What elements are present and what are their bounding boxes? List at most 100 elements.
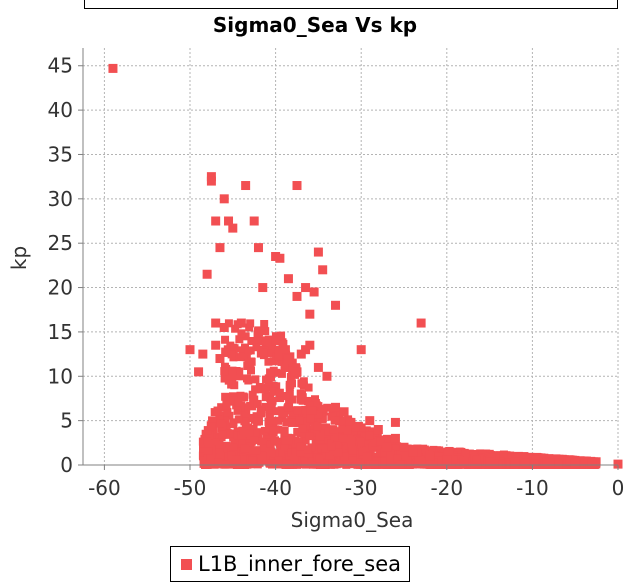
data-point (313, 362, 323, 372)
data-point (236, 318, 246, 328)
data-point (234, 415, 243, 424)
data-point (459, 456, 469, 466)
data-point (251, 375, 260, 384)
data-point (288, 418, 297, 427)
data-point (270, 436, 279, 445)
data-point (261, 327, 270, 336)
data-point (403, 455, 412, 464)
data-point (278, 414, 287, 423)
data-point (390, 417, 400, 427)
data-point (251, 429, 260, 438)
data-point (416, 318, 426, 328)
y-tick-label: 10 (48, 364, 73, 388)
data-point (248, 450, 257, 459)
data-point (222, 441, 231, 450)
data-point (305, 309, 315, 319)
data-point (250, 395, 259, 404)
data-point (472, 455, 481, 464)
data-point (356, 345, 366, 355)
data-point (559, 456, 568, 465)
data-point (587, 458, 597, 468)
data-point (365, 431, 374, 440)
data-point (310, 428, 319, 437)
data-point (429, 458, 438, 467)
data-point (237, 431, 246, 440)
data-point (275, 388, 284, 397)
data-point (301, 459, 310, 468)
data-point (215, 412, 224, 421)
data-point (545, 458, 555, 468)
x-tick-label: -30 (345, 476, 378, 500)
data-point (233, 444, 242, 453)
data-point (292, 181, 302, 191)
data-point (517, 452, 526, 461)
x-tick-label: -10 (516, 476, 549, 500)
data-point (357, 428, 366, 437)
data-point (221, 392, 230, 401)
data-point (325, 451, 334, 460)
data-point (329, 425, 338, 434)
data-point (211, 438, 220, 447)
data-point (303, 445, 312, 454)
data-point (248, 456, 257, 465)
data-point (211, 216, 221, 226)
data-point (242, 455, 251, 464)
data-point (238, 456, 247, 465)
data-point (511, 453, 520, 462)
data-point (334, 448, 343, 457)
y-tick-label: 35 (48, 142, 73, 166)
data-point (221, 348, 230, 357)
data-point (296, 442, 305, 451)
data-point (331, 300, 341, 310)
y-axis-label: kp (7, 246, 31, 270)
data-point (274, 352, 283, 361)
data-point (253, 243, 263, 253)
data-point (296, 395, 305, 404)
data-point (455, 459, 464, 468)
axis-layer: -60 -50 -40 -30 -20 -10 0 0 5 10 15 20 25 30 35 40 45 (48, 48, 624, 500)
data-point (220, 374, 229, 383)
data-point (358, 447, 367, 456)
data-point (295, 416, 304, 425)
legend: L1B_inner_fore_sea (170, 546, 411, 582)
data-point (225, 429, 234, 438)
data-point (347, 437, 356, 446)
data-point (280, 426, 289, 435)
y-tick-label: 0 (60, 453, 73, 477)
data-point (250, 436, 259, 445)
legend-swatch (181, 558, 192, 570)
data-point (315, 454, 324, 463)
data-point (257, 407, 266, 416)
data-point (442, 455, 452, 465)
data-point (319, 404, 328, 413)
data-point (219, 447, 228, 456)
data-point (613, 459, 623, 469)
data-point (285, 380, 294, 389)
data-point (285, 453, 294, 462)
data-point (378, 457, 387, 466)
data-point (434, 456, 443, 465)
data-point (280, 441, 289, 450)
data-point (223, 408, 232, 417)
data-point (210, 459, 219, 468)
data-point (208, 416, 217, 425)
data-point (382, 455, 391, 464)
data-point (255, 458, 264, 467)
data-point (363, 437, 372, 446)
data-point (259, 348, 268, 357)
data-point (351, 423, 360, 432)
data-point (343, 426, 352, 435)
data-point (234, 398, 243, 407)
data-point (292, 291, 302, 301)
data-point (221, 335, 230, 344)
plot-area (83, 48, 618, 465)
data-point (348, 446, 357, 455)
data-point (580, 456, 589, 465)
data-point (246, 319, 255, 328)
data-point (399, 442, 409, 452)
data-point (263, 453, 272, 462)
data-point (194, 367, 204, 377)
data-point (253, 417, 262, 426)
data-point (233, 406, 242, 415)
data-point (565, 457, 574, 466)
